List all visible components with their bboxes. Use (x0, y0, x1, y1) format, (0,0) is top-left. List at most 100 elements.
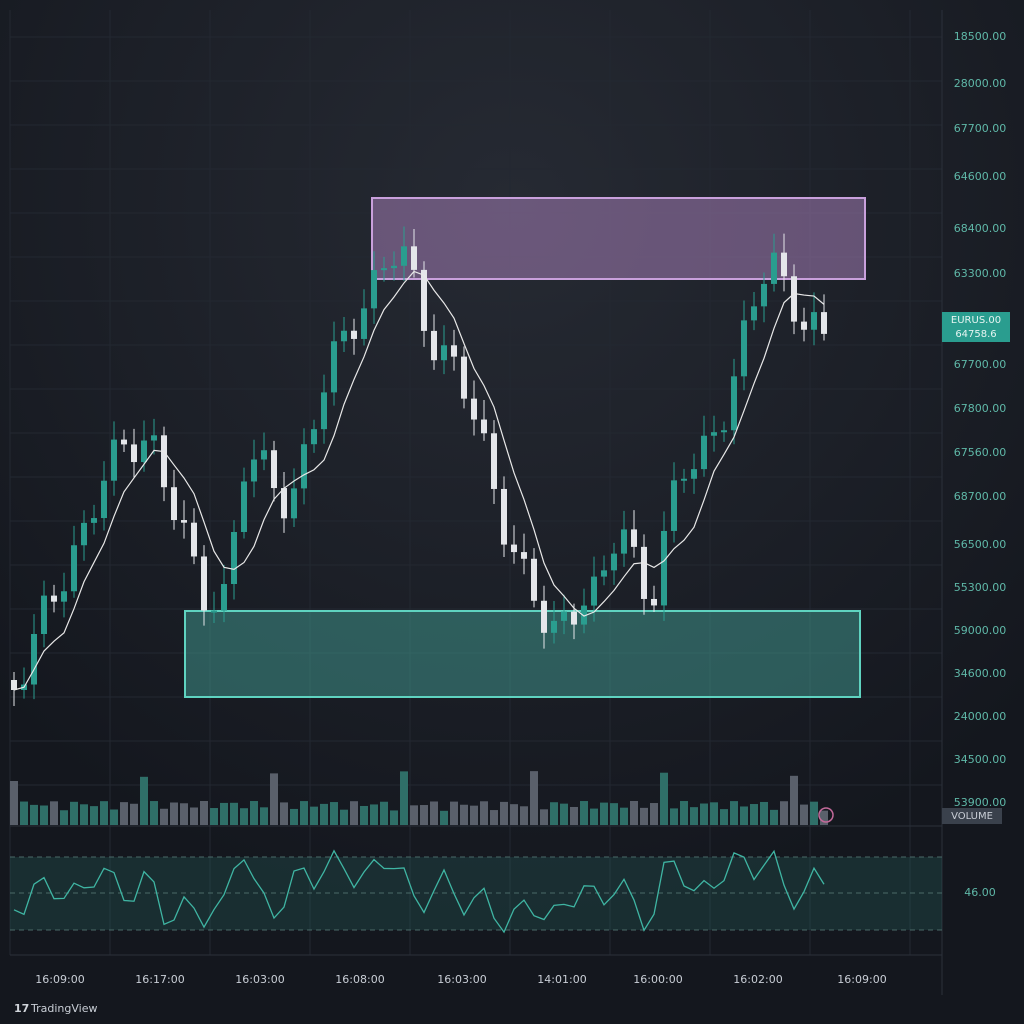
candle-body (291, 488, 297, 519)
volume-bar (20, 801, 28, 825)
price-tick-label: 24000.00 (954, 710, 1007, 723)
candle-body (631, 529, 637, 547)
candle-body (281, 488, 287, 519)
candle-body (251, 459, 257, 482)
candle-body (791, 276, 797, 322)
price-tick-label: 59000.00 (954, 624, 1007, 637)
volume-bar (10, 781, 18, 825)
candle-body (211, 610, 217, 613)
candle-body (711, 432, 717, 436)
volume-bar (340, 809, 348, 825)
brand: TradingView (30, 1002, 97, 1015)
candle-body (231, 532, 237, 585)
candle-body (551, 620, 557, 633)
volume-bar (520, 806, 528, 825)
volume-bar (410, 805, 418, 825)
volume-bar (530, 771, 538, 825)
candle-body (81, 522, 87, 546)
time-tick-label: 16:17:00 (135, 973, 184, 986)
candle-body (481, 419, 487, 434)
moving-average (13, 270, 825, 691)
volume-bar (270, 773, 278, 825)
volume-bar (70, 801, 78, 825)
price-label: 64758.6 (955, 329, 996, 340)
volume-bar (670, 808, 678, 825)
supply-zone (371, 197, 866, 280)
volume-bar (30, 804, 38, 825)
volume-badge (942, 808, 1002, 824)
volume-bars (10, 771, 828, 825)
volume-bar (560, 803, 568, 825)
candle-body (451, 345, 457, 357)
candle-body (811, 312, 817, 330)
volume-bar (550, 802, 558, 825)
price-tick-label: 67700.00 (954, 122, 1007, 135)
volume-bar (480, 801, 488, 825)
brand-logo: 17 (14, 1002, 29, 1015)
candle-body (151, 435, 157, 441)
volume-bar (720, 809, 728, 825)
volume-bar (740, 806, 748, 825)
price-badge (942, 312, 1010, 342)
price-tick-label: 28000.00 (954, 77, 1007, 90)
volume-bar (510, 804, 518, 825)
price-tick-label: 68400.00 (954, 222, 1007, 235)
volume-bar (200, 801, 208, 825)
time-tick-label: 16:03:00 (437, 973, 486, 986)
candle-body (331, 341, 337, 393)
candle-body (611, 553, 617, 571)
volume-bar (500, 801, 508, 825)
candle-body (641, 546, 647, 599)
volume-bar (110, 809, 118, 825)
volume-bar (730, 801, 738, 825)
candle-body (431, 330, 437, 361)
candle-body (391, 265, 397, 269)
volume-bar (780, 801, 788, 825)
volume-label: VOLUME (951, 811, 993, 822)
candle-body (701, 435, 707, 470)
candle-body (621, 529, 627, 554)
volume-bar (810, 801, 818, 825)
volume-bar (180, 803, 188, 825)
time-tick-label: 14:01:00 (537, 973, 586, 986)
candle-body (41, 595, 47, 634)
volume-bar (150, 801, 158, 825)
volume-bar (350, 801, 358, 825)
time-tick-label: 16:00:00 (633, 973, 682, 986)
volume-bar (470, 805, 478, 825)
candle-body (341, 330, 347, 342)
volume-bar (130, 803, 138, 825)
volume-bar (120, 802, 128, 825)
candle-body (361, 308, 367, 339)
volume-bar (430, 801, 438, 825)
volume-bar (710, 802, 718, 825)
price-tick-label: 64600.00 (954, 170, 1007, 183)
volume-bar (140, 776, 148, 825)
volume-bar (160, 808, 168, 825)
candle-body (731, 376, 737, 431)
alert-icon[interactable] (818, 807, 834, 823)
candle-body (201, 556, 207, 611)
time-tick-label: 16:09:00 (837, 973, 886, 986)
price-tick-label: 34600.00 (954, 667, 1007, 680)
volume-bar (660, 772, 668, 825)
candle-body (131, 444, 137, 463)
candle-body (261, 450, 267, 460)
volume-bar (250, 801, 258, 825)
candle-body (161, 435, 167, 488)
candle-body (51, 595, 57, 602)
volume-bar (770, 809, 778, 825)
volume-bar (300, 801, 308, 825)
candle-body (671, 480, 677, 531)
volume-bar (440, 810, 448, 825)
volume-bar (170, 802, 178, 825)
volume-bar (750, 804, 758, 825)
candle-body (421, 269, 427, 331)
volume-bar (700, 803, 708, 825)
volume-bar (600, 802, 608, 825)
volume-bar (80, 804, 88, 825)
volume-bar (210, 808, 218, 825)
volume-bar (630, 801, 638, 825)
